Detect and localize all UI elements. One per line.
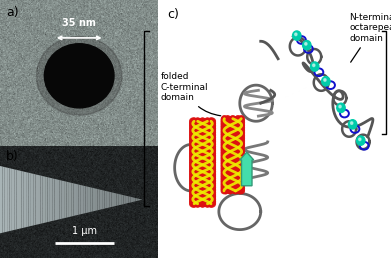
Polygon shape	[26, 172, 29, 227]
Polygon shape	[138, 198, 140, 201]
Polygon shape	[64, 181, 66, 218]
Polygon shape	[117, 194, 119, 206]
Polygon shape	[81, 185, 83, 214]
Polygon shape	[59, 180, 62, 219]
Circle shape	[357, 136, 365, 145]
Polygon shape	[109, 192, 112, 207]
Polygon shape	[126, 196, 128, 204]
Polygon shape	[119, 194, 121, 205]
Polygon shape	[62, 181, 64, 219]
Polygon shape	[57, 180, 59, 220]
Polygon shape	[33, 174, 36, 225]
Polygon shape	[45, 177, 48, 223]
Polygon shape	[52, 178, 55, 221]
Circle shape	[348, 120, 357, 129]
Circle shape	[295, 33, 297, 36]
Polygon shape	[29, 173, 31, 227]
Text: c): c)	[168, 8, 179, 21]
Polygon shape	[36, 174, 38, 225]
Polygon shape	[38, 175, 40, 224]
Text: 35 nm: 35 nm	[62, 18, 96, 28]
Polygon shape	[0, 166, 2, 233]
Polygon shape	[100, 190, 102, 210]
Polygon shape	[90, 187, 93, 212]
Text: a): a)	[6, 6, 19, 19]
Polygon shape	[66, 182, 69, 217]
Polygon shape	[7, 168, 9, 232]
Polygon shape	[124, 195, 126, 204]
Polygon shape	[69, 182, 71, 217]
Polygon shape	[128, 196, 131, 203]
Polygon shape	[5, 167, 7, 232]
Circle shape	[312, 64, 315, 67]
Circle shape	[310, 62, 319, 71]
Text: N-terminal
octarepeat
domain: N-terminal octarepeat domain	[349, 13, 391, 62]
Polygon shape	[107, 191, 109, 208]
Polygon shape	[24, 172, 26, 228]
Polygon shape	[93, 188, 95, 211]
Polygon shape	[140, 199, 143, 200]
Polygon shape	[133, 197, 135, 202]
Polygon shape	[112, 192, 114, 207]
Circle shape	[350, 122, 353, 124]
Polygon shape	[50, 178, 52, 222]
Polygon shape	[135, 198, 138, 201]
Polygon shape	[97, 189, 100, 210]
Circle shape	[337, 103, 345, 112]
Polygon shape	[71, 183, 74, 216]
Polygon shape	[22, 171, 24, 228]
Polygon shape	[121, 195, 124, 205]
Text: folded
C-terminal
domain: folded C-terminal domain	[161, 72, 221, 116]
Polygon shape	[9, 168, 12, 231]
Polygon shape	[12, 169, 14, 230]
Polygon shape	[31, 173, 33, 226]
Polygon shape	[102, 190, 104, 209]
FancyArrow shape	[240, 152, 254, 186]
Polygon shape	[55, 179, 57, 220]
Polygon shape	[83, 186, 86, 214]
Polygon shape	[74, 183, 76, 216]
Polygon shape	[86, 186, 88, 213]
Text: 1 μm: 1 μm	[72, 225, 97, 236]
Circle shape	[305, 43, 307, 45]
Polygon shape	[104, 191, 107, 209]
Polygon shape	[88, 187, 90, 213]
Circle shape	[292, 31, 301, 40]
Polygon shape	[76, 184, 78, 215]
Polygon shape	[78, 184, 81, 215]
Polygon shape	[43, 176, 45, 223]
Circle shape	[339, 105, 341, 108]
Circle shape	[36, 36, 122, 115]
Circle shape	[322, 77, 330, 86]
Text: b): b)	[6, 150, 19, 163]
Circle shape	[303, 41, 311, 50]
Polygon shape	[40, 175, 43, 224]
Circle shape	[44, 44, 114, 108]
Polygon shape	[131, 197, 133, 203]
Polygon shape	[19, 171, 22, 229]
Polygon shape	[17, 170, 19, 229]
Circle shape	[359, 138, 361, 141]
Polygon shape	[48, 177, 50, 222]
Polygon shape	[2, 166, 5, 233]
Circle shape	[324, 79, 326, 81]
Polygon shape	[14, 169, 17, 230]
Polygon shape	[95, 188, 97, 211]
Polygon shape	[114, 193, 117, 206]
